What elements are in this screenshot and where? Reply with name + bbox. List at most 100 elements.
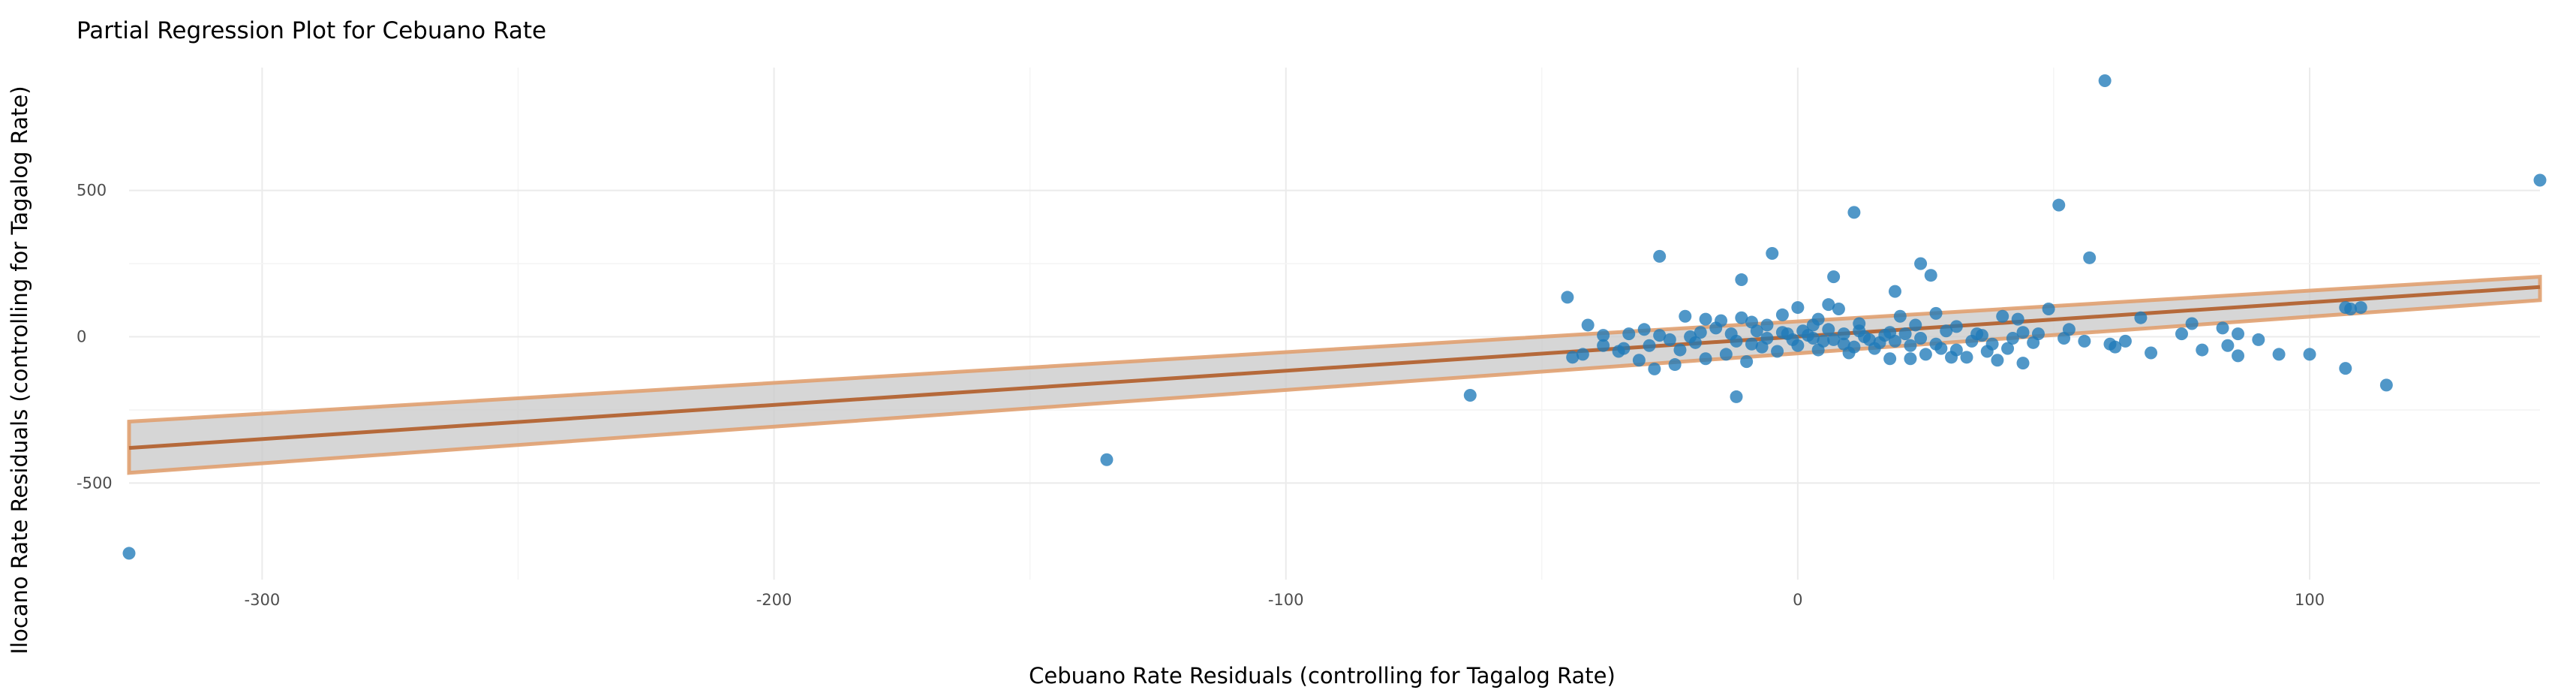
data-point [1893,309,1907,323]
data-point [1991,354,2004,367]
data-point [2042,303,2055,316]
data-point [1904,352,1917,366]
data-point [122,547,136,560]
data-point [1699,312,1712,326]
data-point [1822,298,1835,312]
data-point [1888,285,1901,298]
data-point [1766,246,1779,260]
data-point [1100,453,1114,466]
data-point [1597,329,1610,342]
data-point [1684,330,1697,344]
data-point [1755,340,1769,354]
y-tick-label: 500 [77,182,107,200]
scatter-points [122,74,2547,560]
data-point [2252,333,2265,346]
data-point [1827,333,1841,346]
data-point [1597,339,1610,352]
data-point [1904,339,1917,352]
data-point [1914,257,1928,270]
data-point [2303,348,2316,361]
data-point [1745,337,1758,351]
data-point [2272,348,2286,361]
data-point [1740,355,1754,369]
data-point [2175,327,2188,341]
data-point [1581,318,1595,332]
data-point [2221,339,2235,352]
data-point [1832,303,1845,316]
data-point [1771,345,1784,358]
data-point [1883,352,1897,366]
data-point [2134,311,2148,324]
y-tick-label: 0 [77,328,86,346]
data-point [1632,354,1646,367]
data-point [1653,329,1667,342]
data-point [1878,329,1892,342]
data-point [2052,198,2066,212]
data-point [1940,324,1953,338]
data-point [1709,321,1723,335]
data-point [1561,291,1574,304]
data-point [1694,326,1707,339]
data-point [2016,357,2030,370]
data-point [2001,342,2015,355]
data-point [1663,333,1676,346]
data-point [1679,309,1692,323]
data-point [1853,317,1866,330]
data-point [2118,334,2132,348]
data-point [1837,327,1850,341]
data-point [1888,334,1901,348]
data-point [1960,351,1973,364]
data-point [1965,334,1979,348]
data-point [2216,321,2229,335]
data-point [2339,362,2352,375]
data-point [2109,340,2122,354]
data-point [1775,308,1789,321]
data-point [1750,324,1763,338]
data-point [1796,324,1810,338]
data-point [1811,343,1825,357]
data-point [2232,349,2245,363]
chart-title: Partial Regression Plot for Cebuano Rate [77,17,546,44]
x-tick-label: 0 [1793,591,1802,609]
data-point [1791,301,1805,315]
data-point [2379,378,2393,392]
data-point [2533,173,2547,187]
data-point [1919,348,1932,361]
data-point [1822,323,1835,336]
data-point [1827,270,1841,284]
data-point [1806,331,1820,345]
data-point [1945,351,1958,364]
data-point [1724,327,1738,341]
data-point [1719,348,1733,361]
data-point [1996,309,2009,323]
data-point [1699,352,1712,366]
data-point [1924,269,1937,282]
data-point [1858,330,1871,344]
tick-labels: -300 -200 -100 0 100 -500 0 500 [77,182,2325,609]
data-point [1786,333,1799,346]
data-point [1735,273,1748,287]
x-axis-title: Cebuano Rate Residuals (controlling for … [1029,663,1616,688]
data-point [1929,337,1943,351]
data-point [2006,331,2019,345]
data-point [1847,206,1861,219]
data-point [1653,249,1667,263]
data-point [1868,342,1881,355]
data-point [1811,312,1825,326]
data-point [1760,318,1774,332]
data-point [1617,342,1631,355]
data-point [2145,346,2158,360]
data-point [2016,326,2030,339]
data-point [2339,301,2352,315]
data-point [1576,348,1589,361]
data-point [1898,327,1912,341]
data-point [2011,312,2024,326]
data-point [2027,336,2040,349]
data-point [1622,327,1636,341]
data-point [2062,323,2076,336]
data-point [1980,345,1994,358]
data-point [1566,351,1580,364]
data-point [2083,251,2097,264]
